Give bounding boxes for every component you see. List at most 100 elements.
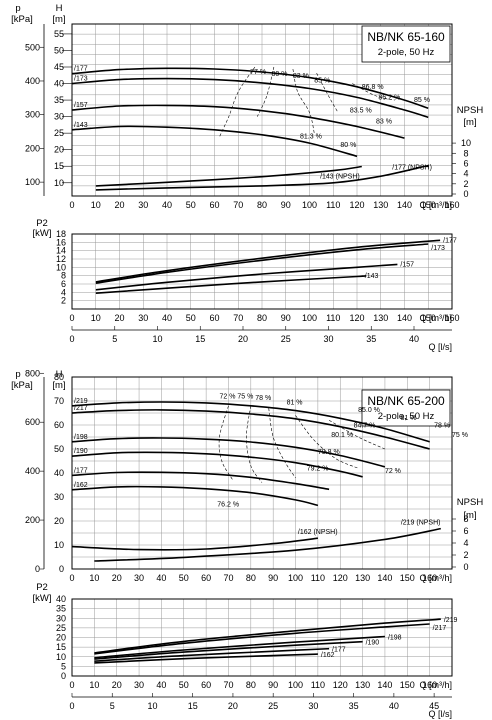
series-label: /190 [366,640,380,647]
p2-tick-label: 40 [56,594,66,604]
power-curve-177 [94,647,330,662]
ls-tick-label: 25 [268,701,278,711]
series-label: /217 [433,625,447,632]
x-axis-unit: Q [m³/h] [419,680,452,690]
x-tick-label: 140 [377,573,392,583]
h-tick-label: 60 [54,420,64,430]
npsh-axis-unit: [m] [463,510,476,521]
x-tick-label: 0 [69,573,74,583]
h-tick-label: 15 [54,161,64,171]
npsh-axis-label: NPSH [457,497,484,508]
p-tick-label: 100 [25,177,40,187]
h-tick-label: 40 [54,468,64,478]
series-label: /198 [388,635,402,642]
ls-tick-label: 10 [152,334,162,344]
x-tick-label: 60 [209,313,219,323]
series-label: /173 [74,76,88,83]
p-tick-label: 0 [35,564,40,574]
ls-axis-unit: Q [l/s] [428,342,452,352]
x-tick-label: 30 [138,200,148,210]
x-tick-label: 20 [112,680,122,690]
ls-tick-label: 40 [389,701,399,711]
x-tick-label: 120 [349,200,364,210]
npsh-tick-label: 2 [463,550,468,560]
ls-tick-label: 30 [323,334,333,344]
x-tick-label: 160 [444,200,459,210]
title-box [361,25,451,63]
h-axis-unit: [m] [52,14,65,25]
series-label: /177 [74,66,88,73]
p2-tick-label: 35 [56,604,66,614]
h-tick-label: 70 [54,396,64,406]
efficiency-label: 83 % [376,118,392,125]
h-tick-label: 40 [54,79,64,89]
p2-tick-label: 18 [56,229,66,239]
p2-tick-label: 0 [61,671,66,681]
series-label: /162 [321,652,335,659]
npsh-tick-label: 6 [463,526,468,536]
x-tick-label: 90 [281,200,291,210]
efficiency-contour [218,405,234,481]
x-axis-unit: Q [m³/h] [419,573,452,583]
p-axis-label: p [15,369,20,380]
x-tick-label: 90 [268,573,278,583]
efficiency-contour [219,66,256,138]
p-tick-label: 500 [25,42,40,52]
head-curve-157 [71,104,405,139]
p2-tick-label: 16 [56,237,66,247]
series-label: /219 [444,617,458,624]
ls-tick-label: 10 [147,701,157,711]
x-tick-label: 70 [223,680,233,690]
x-tick-label: 90 [268,680,278,690]
x-tick-label: 50 [179,573,189,583]
npsh-label: /219 (NPSH) [401,520,441,527]
h-tick-label: 55 [54,29,64,39]
npsh-tick-label: 0 [463,189,468,199]
x-tick-label: 140 [377,680,392,690]
p2-axis-unit: [kW] [33,228,52,239]
h-tick-label: 50 [54,45,64,55]
p-tick-label: 400 [25,466,40,476]
efficiency-label: 72 % [220,394,236,401]
efficiency-label: 85 % [314,78,330,85]
series-label: /157 [74,102,88,109]
x-tick-label: 150 [400,573,415,583]
p2-axis-label: P2 [36,218,48,229]
head-curve-217 [71,409,430,450]
efficiency-label: 80 % [340,142,356,149]
x-tick-label: 120 [333,573,348,583]
x-tick-label: 0 [69,313,74,323]
series-label: /217 [74,405,88,412]
h-tick-label: 0 [59,564,64,574]
chart-title: NB/NK 65-160 [367,30,445,44]
efficiency-label: 76.2 % [217,502,239,509]
x-tick-label: 70 [233,200,243,210]
x-tick-label: 0 [69,680,74,690]
efficiency-label: 79.2 % [307,466,329,473]
x-tick-label: 130 [373,200,388,210]
title-box [361,389,451,427]
efficiency-contour [268,408,296,478]
series-label: /190 [74,448,88,455]
x-tick-label: 140 [397,313,412,323]
series-label: /198 [74,434,88,441]
ls-tick-label: 45 [429,701,439,711]
npsh-tick-label: 4 [463,169,468,179]
plot-frame [71,376,453,570]
x-tick-label: 20 [114,313,124,323]
p-tick-label: 400 [25,76,40,86]
ls-tick-label: 20 [228,701,238,711]
npsh-curve [95,164,429,191]
x-tick-label: 110 [326,313,340,323]
x-tick-label: 40 [162,200,172,210]
p2-axis-label: P2 [36,582,48,593]
power-curve-177 [95,239,441,283]
npsh-label: /143 (NPSH) [320,174,360,181]
efficiency-label: 81.3 % [300,133,322,140]
h-tick-label: 45 [54,62,64,72]
x-tick-label: 10 [89,680,99,690]
h-tick-label: 30 [54,492,64,502]
x-tick-label: 30 [138,313,148,323]
npsh-tick-label: 2 [463,179,468,189]
